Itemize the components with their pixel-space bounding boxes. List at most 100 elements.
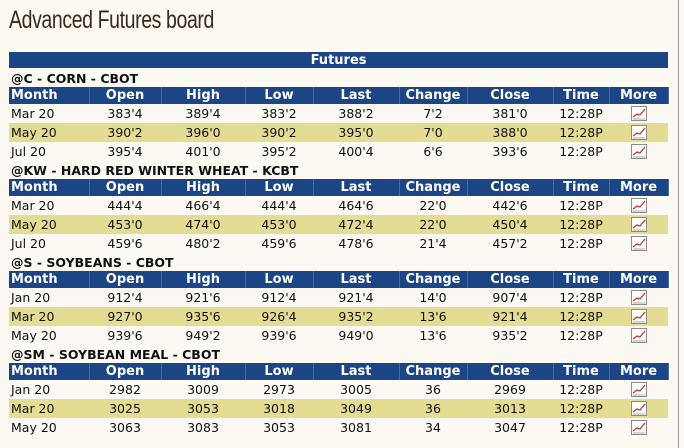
header-row: Month Open High Low Last Change Close Time More xyxy=(9,363,669,380)
column-header: Open xyxy=(89,363,162,380)
chart-icon[interactable] xyxy=(630,106,647,121)
cell: 935'2 xyxy=(313,307,399,326)
cell: 395'2 xyxy=(261,144,297,159)
more-cell xyxy=(609,142,668,161)
cell: 3013 xyxy=(467,399,553,418)
chart-icon[interactable] xyxy=(630,290,647,305)
cell: 396'0 xyxy=(161,123,245,142)
cell: 388'2 xyxy=(338,106,374,121)
data-row: Jan 20 2982 3009 2973 3005 36 2969 12:28P xyxy=(9,380,668,399)
cell: 450'4 xyxy=(467,215,553,234)
chart-icon[interactable] xyxy=(630,125,647,140)
column-header: Last xyxy=(313,271,400,288)
cell: 12:28P xyxy=(559,198,603,213)
cell: 12:28P xyxy=(559,290,603,305)
cell: 383'2 xyxy=(261,106,297,121)
cell: May 20 xyxy=(11,328,57,343)
data-row: Mar 20 444'4 466'4 444'4 464'6 22'0 442'6 12:28… xyxy=(9,196,668,215)
cell: 939'6 xyxy=(261,328,297,343)
data-row: Jan 20 912'4 921'6 912'4 921'4 14'0 907'4 12:28… xyxy=(9,288,668,307)
cell: 949'0 xyxy=(338,328,374,343)
column-header: Open xyxy=(89,271,162,288)
cell: 921'4 xyxy=(467,307,553,326)
more-cell xyxy=(609,215,669,234)
data-row: May 20 453'0 474'0 453'0 472'4 22'0 450'4 12:28… xyxy=(9,215,669,234)
cell: 2969 xyxy=(494,382,526,397)
column-header: Low xyxy=(245,271,314,288)
chart-icon[interactable] xyxy=(630,382,647,397)
cell: 3018 xyxy=(245,399,313,418)
column-header: Close xyxy=(467,271,554,288)
cell: 939'6 xyxy=(107,328,143,343)
header-row: Month Open High Low Last Change Close Time More xyxy=(9,87,669,104)
cell: Jan 20 xyxy=(11,290,51,305)
section-title: @C - CORN - CBOT xyxy=(11,70,139,86)
section-row: @S - SOYBEANS - CBOT xyxy=(9,253,668,271)
column-header: Low xyxy=(245,179,314,196)
more-cell xyxy=(609,288,668,307)
cell: 12:28P xyxy=(553,399,609,418)
header-row: Month Open High Low Last Change Close Time More xyxy=(9,179,669,196)
more-cell xyxy=(609,418,668,437)
section-row: @KW - HARD RED WINTER WHEAT - KCBT xyxy=(9,161,668,179)
change-cell: 13'6 xyxy=(419,328,447,343)
section-row: @SM - SOYBEAN MEAL - CBOT xyxy=(9,345,668,363)
chart-icon[interactable] xyxy=(630,309,647,324)
cell: 12:28P xyxy=(559,236,603,251)
cell: 12:28P xyxy=(559,382,603,397)
table-body: Futures @C - CORN - CBOT Month Open High Low… xyxy=(9,52,669,437)
cell: 390'2 xyxy=(245,123,313,142)
cell: 389'4 xyxy=(185,106,221,121)
chart-icon[interactable] xyxy=(630,328,647,343)
cell: 926'4 xyxy=(245,307,313,326)
change-cell: 7'0 xyxy=(399,123,467,142)
chart-icon[interactable] xyxy=(630,420,647,435)
column-header: Change xyxy=(399,271,468,288)
more-cell xyxy=(609,196,668,215)
cell: 12:28P xyxy=(553,307,609,326)
cell: 388'0 xyxy=(467,123,553,142)
cell: 12:28P xyxy=(559,420,603,435)
change-cell: 34 xyxy=(425,420,441,435)
more-cell xyxy=(609,380,668,399)
chart-icon[interactable] xyxy=(630,198,647,213)
cell: 444'4 xyxy=(107,198,143,213)
cell: 400'4 xyxy=(338,144,374,159)
cell: Mar 20 xyxy=(9,307,89,326)
table-caption: Futures xyxy=(9,52,669,69)
section-row: @C - CORN - CBOT xyxy=(9,69,668,88)
cell: 2982 xyxy=(109,382,141,397)
column-header: High xyxy=(161,87,246,104)
page-title: Advanced Futures board xyxy=(9,6,214,34)
column-header: Close xyxy=(467,363,554,380)
cell: 3005 xyxy=(340,382,372,397)
data-row: Jul 20 459'6 480'2 459'6 478'6 21'4 457'2 12:28… xyxy=(9,234,668,253)
cell: 444'4 xyxy=(261,198,297,213)
column-header: Time xyxy=(553,363,610,380)
chart-icon[interactable] xyxy=(630,401,647,416)
column-header: Month xyxy=(9,363,90,380)
change-cell: 22'0 xyxy=(399,215,467,234)
column-header: Time xyxy=(553,179,610,196)
column-header: Open xyxy=(89,87,162,104)
cell: May 20 xyxy=(11,420,57,435)
cell: 921'4 xyxy=(338,290,374,305)
cell: 921'6 xyxy=(185,290,221,305)
chart-icon[interactable] xyxy=(630,236,647,251)
more-cell xyxy=(609,234,668,253)
more-cell xyxy=(609,399,669,418)
cell: 478'6 xyxy=(338,236,374,251)
column-header: Low xyxy=(245,87,314,104)
cell: 393'6 xyxy=(492,144,528,159)
cell: 3053 xyxy=(263,420,295,435)
column-header: Last xyxy=(313,87,400,104)
cell: Mar 20 xyxy=(11,198,55,213)
chart-icon[interactable] xyxy=(630,144,647,159)
cell: 457'2 xyxy=(492,236,528,251)
data-row: Mar 20 3025 3053 3018 3049 36 3013 12:28P xyxy=(9,399,669,418)
cell: 390'2 xyxy=(89,123,161,142)
cell: 3053 xyxy=(161,399,245,418)
chart-icon[interactable] xyxy=(630,217,647,232)
more-cell xyxy=(609,307,669,326)
